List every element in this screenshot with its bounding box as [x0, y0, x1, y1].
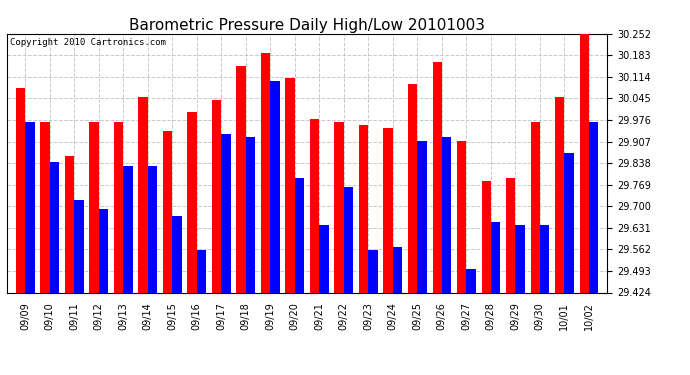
Bar — [540, 225, 549, 292]
Text: Copyright 2010 Cartronics.com: Copyright 2010 Cartronics.com — [10, 38, 166, 46]
Bar — [335, 122, 344, 292]
Bar — [148, 166, 157, 292]
Bar — [393, 247, 402, 292]
Bar — [163, 131, 172, 292]
Bar — [90, 122, 99, 292]
Title: Barometric Pressure Daily High/Low 20101003: Barometric Pressure Daily High/Low 20101… — [129, 18, 485, 33]
Bar — [580, 34, 589, 292]
Bar — [114, 122, 124, 292]
Bar — [531, 122, 540, 292]
Bar — [368, 250, 377, 292]
Bar — [482, 181, 491, 292]
Bar — [384, 128, 393, 292]
Bar — [261, 53, 270, 292]
Bar — [139, 97, 148, 292]
Bar — [417, 141, 426, 292]
Bar — [212, 100, 221, 292]
Bar — [75, 200, 83, 292]
Bar — [433, 63, 442, 292]
Bar — [589, 122, 598, 292]
Bar — [555, 97, 564, 292]
Bar — [344, 188, 353, 292]
Bar — [564, 153, 573, 292]
Bar — [197, 250, 206, 292]
Bar — [246, 138, 255, 292]
Bar — [188, 112, 197, 292]
Bar — [491, 222, 500, 292]
Bar — [408, 84, 417, 292]
Bar — [457, 141, 466, 292]
Bar — [16, 87, 26, 292]
Bar — [506, 178, 515, 292]
Bar — [442, 138, 451, 292]
Bar — [295, 178, 304, 292]
Bar — [41, 122, 50, 292]
Bar — [99, 209, 108, 292]
Bar — [221, 134, 230, 292]
Bar — [515, 225, 524, 292]
Bar — [172, 216, 181, 292]
Bar — [124, 166, 132, 292]
Bar — [270, 81, 279, 292]
Bar — [65, 156, 75, 292]
Bar — [286, 78, 295, 292]
Bar — [50, 162, 59, 292]
Bar — [26, 122, 34, 292]
Bar — [310, 119, 319, 292]
Bar — [359, 125, 368, 292]
Bar — [319, 225, 328, 292]
Bar — [237, 66, 246, 292]
Bar — [466, 269, 475, 292]
